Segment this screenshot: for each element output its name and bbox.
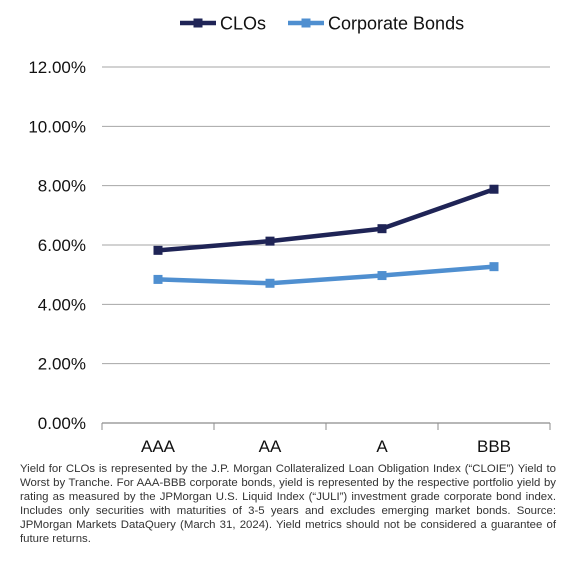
series-line-corporate-bonds: [157, 264, 495, 286]
series-line-clos: [157, 187, 495, 253]
data-point-corporate-bonds: [489, 262, 499, 272]
series-lines: [153, 184, 499, 288]
data-point-clos: [377, 224, 387, 234]
x-tick-label: BBB: [477, 437, 511, 455]
y-tick-label: 2.00%: [38, 355, 86, 374]
legend-swatch-marker: [301, 18, 311, 28]
legend-swatch-marker: [193, 18, 203, 28]
data-point-clos: [489, 184, 499, 194]
data-point-corporate-bonds: [377, 271, 387, 281]
data-point-corporate-bonds: [153, 274, 163, 284]
x-axis-tick-labels: AAA AA A BBB: [141, 437, 511, 455]
x-tick-label: AA: [259, 437, 282, 455]
y-tick-label: 12.00%: [28, 58, 86, 77]
y-tick-label: 4.00%: [38, 295, 86, 314]
chart-footnote: Yield for CLOs is represented by the J.P…: [20, 463, 556, 545]
y-tick-label: 10.00%: [28, 117, 86, 136]
chart-legend: CLOs Corporate Bonds: [180, 14, 464, 34]
x-tick-label: A: [376, 437, 388, 455]
x-tick-label: AAA: [141, 437, 176, 455]
legend-label-clos: CLOs: [220, 14, 266, 34]
y-axis-tick-labels: 0.00% 2.00% 4.00% 6.00% 8.00% 10.00% 12.00%: [28, 58, 86, 433]
legend-label-corporate-bonds: Corporate Bonds: [328, 14, 464, 34]
gridlines: [101, 66, 551, 430]
y-tick-label: 6.00%: [38, 236, 86, 255]
line-chart: CLOs Corporate Bonds 0.00% 2.00% 4.00% 6.00%…: [28, 14, 551, 455]
y-tick-label: 8.00%: [38, 177, 86, 196]
y-tick-label: 0.00%: [38, 414, 86, 433]
data-point-clos: [265, 236, 275, 246]
data-point-corporate-bonds: [265, 278, 275, 288]
data-point-clos: [153, 245, 163, 255]
